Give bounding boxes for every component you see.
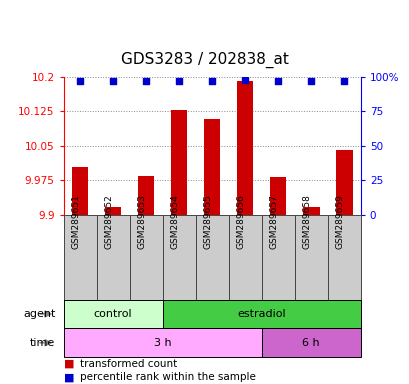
Text: estradiol: estradiol [237,309,285,319]
Bar [63,300,162,328]
Bar [162,300,360,328]
Text: time: time [30,338,55,348]
Text: GSM289659: GSM289659 [335,194,344,249]
Text: ■: ■ [63,372,74,382]
Bar [228,215,261,300]
Bar [269,177,286,215]
Bar [302,207,319,215]
Text: GSM289653: GSM289653 [137,194,146,249]
Bar [137,176,154,215]
Text: GSM289651: GSM289651 [71,194,80,249]
Text: GSM289658: GSM289658 [301,194,310,249]
Bar [171,111,187,215]
Point [76,78,83,84]
Text: transformed count: transformed count [80,359,177,369]
Bar [162,215,195,300]
Bar [63,328,261,357]
Bar [97,215,129,300]
Text: GSM289655: GSM289655 [203,194,212,249]
Point [241,76,248,83]
Bar [195,215,228,300]
Text: percentile rank within the sample: percentile rank within the sample [80,372,255,382]
Bar [203,119,220,215]
Point [142,78,149,84]
Text: control: control [94,309,132,319]
Bar [294,215,327,300]
Bar [261,215,294,300]
Point [274,78,281,84]
Text: GSM289652: GSM289652 [104,194,113,249]
Point [307,78,314,84]
Text: agent: agent [23,309,55,319]
Bar [129,215,162,300]
Text: GDS3283 / 202838_at: GDS3283 / 202838_at [121,51,288,68]
Bar [72,167,88,215]
Point [208,78,215,84]
Bar [63,215,97,300]
Text: GSM289654: GSM289654 [170,194,179,249]
Point [175,78,182,84]
Bar [105,207,121,215]
Bar [236,81,253,215]
Point [110,78,116,84]
Bar [327,215,360,300]
Bar [335,150,352,215]
Bar [261,328,360,357]
Text: ■: ■ [63,359,74,369]
Text: GSM289656: GSM289656 [236,194,245,249]
Text: 6 h: 6 h [302,338,319,348]
Text: 3 h: 3 h [153,338,171,348]
Point [340,78,347,84]
Text: GSM289657: GSM289657 [269,194,278,249]
